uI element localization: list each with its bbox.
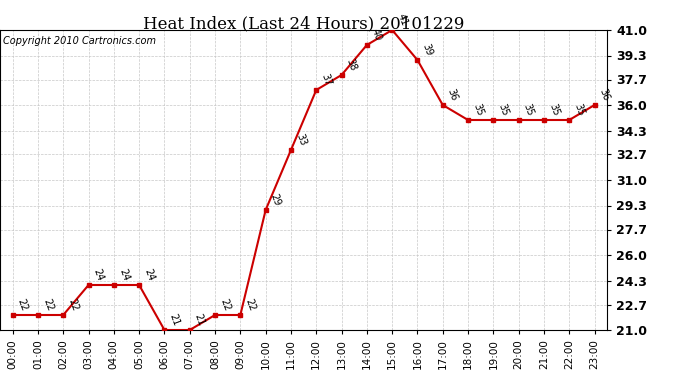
- Text: 35: 35: [547, 102, 560, 117]
- Text: Copyright 2010 Cartronics.com: Copyright 2010 Cartronics.com: [3, 36, 156, 46]
- Text: 40: 40: [370, 27, 384, 42]
- Text: 37: 37: [319, 72, 333, 87]
- Text: 35: 35: [471, 102, 484, 117]
- Text: 39: 39: [420, 42, 434, 57]
- Text: 22: 22: [244, 297, 257, 312]
- Text: 41: 41: [395, 12, 408, 27]
- Text: 22: 22: [66, 297, 80, 312]
- Text: 36: 36: [598, 87, 611, 102]
- Text: 29: 29: [268, 192, 282, 207]
- Text: 24: 24: [142, 267, 156, 282]
- Text: 21: 21: [193, 312, 206, 327]
- Text: Heat Index (Last 24 Hours) 20101229: Heat Index (Last 24 Hours) 20101229: [143, 15, 464, 32]
- Text: 22: 22: [16, 297, 30, 312]
- Text: 35: 35: [496, 102, 510, 117]
- Text: 21: 21: [168, 312, 181, 327]
- Text: 22: 22: [218, 297, 232, 312]
- Text: 24: 24: [117, 267, 130, 282]
- Text: 38: 38: [344, 57, 358, 72]
- Text: 36: 36: [446, 87, 460, 102]
- Text: 22: 22: [41, 297, 55, 312]
- Text: 33: 33: [294, 132, 308, 147]
- Text: 35: 35: [522, 102, 535, 117]
- Text: 35: 35: [572, 102, 586, 117]
- Text: 24: 24: [92, 267, 105, 282]
